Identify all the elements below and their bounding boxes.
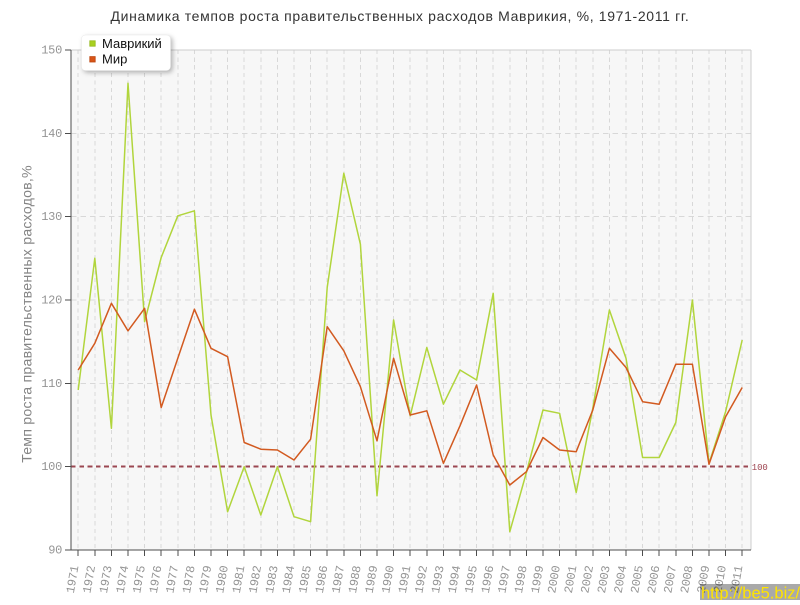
svg-text:1998: 1998 — [512, 565, 531, 595]
svg-text:2008: 2008 — [678, 565, 697, 595]
svg-text:1983: 1983 — [263, 565, 282, 595]
svg-text:1975: 1975 — [130, 565, 149, 595]
svg-text:1984: 1984 — [280, 565, 299, 595]
svg-text:1972: 1972 — [80, 565, 99, 595]
svg-text:2006: 2006 — [645, 565, 664, 595]
svg-text:2005: 2005 — [628, 565, 647, 595]
svg-text:1999: 1999 — [529, 565, 548, 595]
svg-text:90: 90 — [48, 544, 62, 558]
svg-text:1990: 1990 — [379, 565, 398, 595]
svg-text:1973: 1973 — [97, 565, 116, 595]
svg-text:Динамика темпов роста правител: Динамика темпов роста правительственных … — [111, 8, 690, 24]
svg-text:1988: 1988 — [346, 565, 365, 595]
svg-text:Маврикий: Маврикий — [102, 36, 162, 51]
svg-text:1974: 1974 — [114, 565, 133, 595]
svg-text:2002: 2002 — [578, 565, 597, 595]
svg-text:1982: 1982 — [246, 565, 265, 595]
svg-text:100: 100 — [752, 463, 768, 473]
svg-text:Темп роста правительственных р: Темп роста правительственных расходов,% — [20, 165, 36, 463]
svg-text:2007: 2007 — [661, 565, 680, 595]
svg-text:100: 100 — [41, 460, 62, 474]
svg-text:1971: 1971 — [64, 565, 83, 595]
svg-text:1987: 1987 — [329, 565, 348, 595]
svg-text:1981: 1981 — [230, 565, 249, 595]
svg-text:1985: 1985 — [296, 565, 315, 595]
svg-text:2001: 2001 — [562, 565, 581, 595]
svg-text:1997: 1997 — [495, 565, 514, 595]
svg-text:1977: 1977 — [163, 565, 182, 595]
svg-text:130: 130 — [41, 210, 62, 224]
svg-text:2000: 2000 — [545, 565, 564, 595]
svg-text:1980: 1980 — [213, 565, 232, 595]
svg-text:1991: 1991 — [396, 565, 415, 595]
svg-text:120: 120 — [41, 294, 62, 308]
svg-text:1993: 1993 — [429, 565, 448, 595]
svg-text:1979: 1979 — [197, 565, 216, 595]
svg-text:150: 150 — [41, 44, 62, 58]
svg-text:http://be5.biz/: http://be5.biz/ — [701, 585, 800, 601]
svg-text:1995: 1995 — [462, 565, 481, 595]
svg-text:1976: 1976 — [147, 565, 166, 595]
svg-text:1992: 1992 — [412, 565, 431, 595]
svg-text:1978: 1978 — [180, 565, 199, 595]
svg-text:140: 140 — [41, 127, 62, 141]
svg-text:110: 110 — [41, 377, 62, 391]
svg-text:2003: 2003 — [595, 565, 614, 595]
svg-text:1986: 1986 — [313, 565, 332, 595]
svg-text:1989: 1989 — [363, 565, 382, 595]
svg-text:1996: 1996 — [479, 565, 498, 595]
svg-text:Мир: Мир — [102, 52, 127, 67]
svg-text:1994: 1994 — [446, 565, 465, 595]
svg-text:2004: 2004 — [612, 565, 631, 595]
